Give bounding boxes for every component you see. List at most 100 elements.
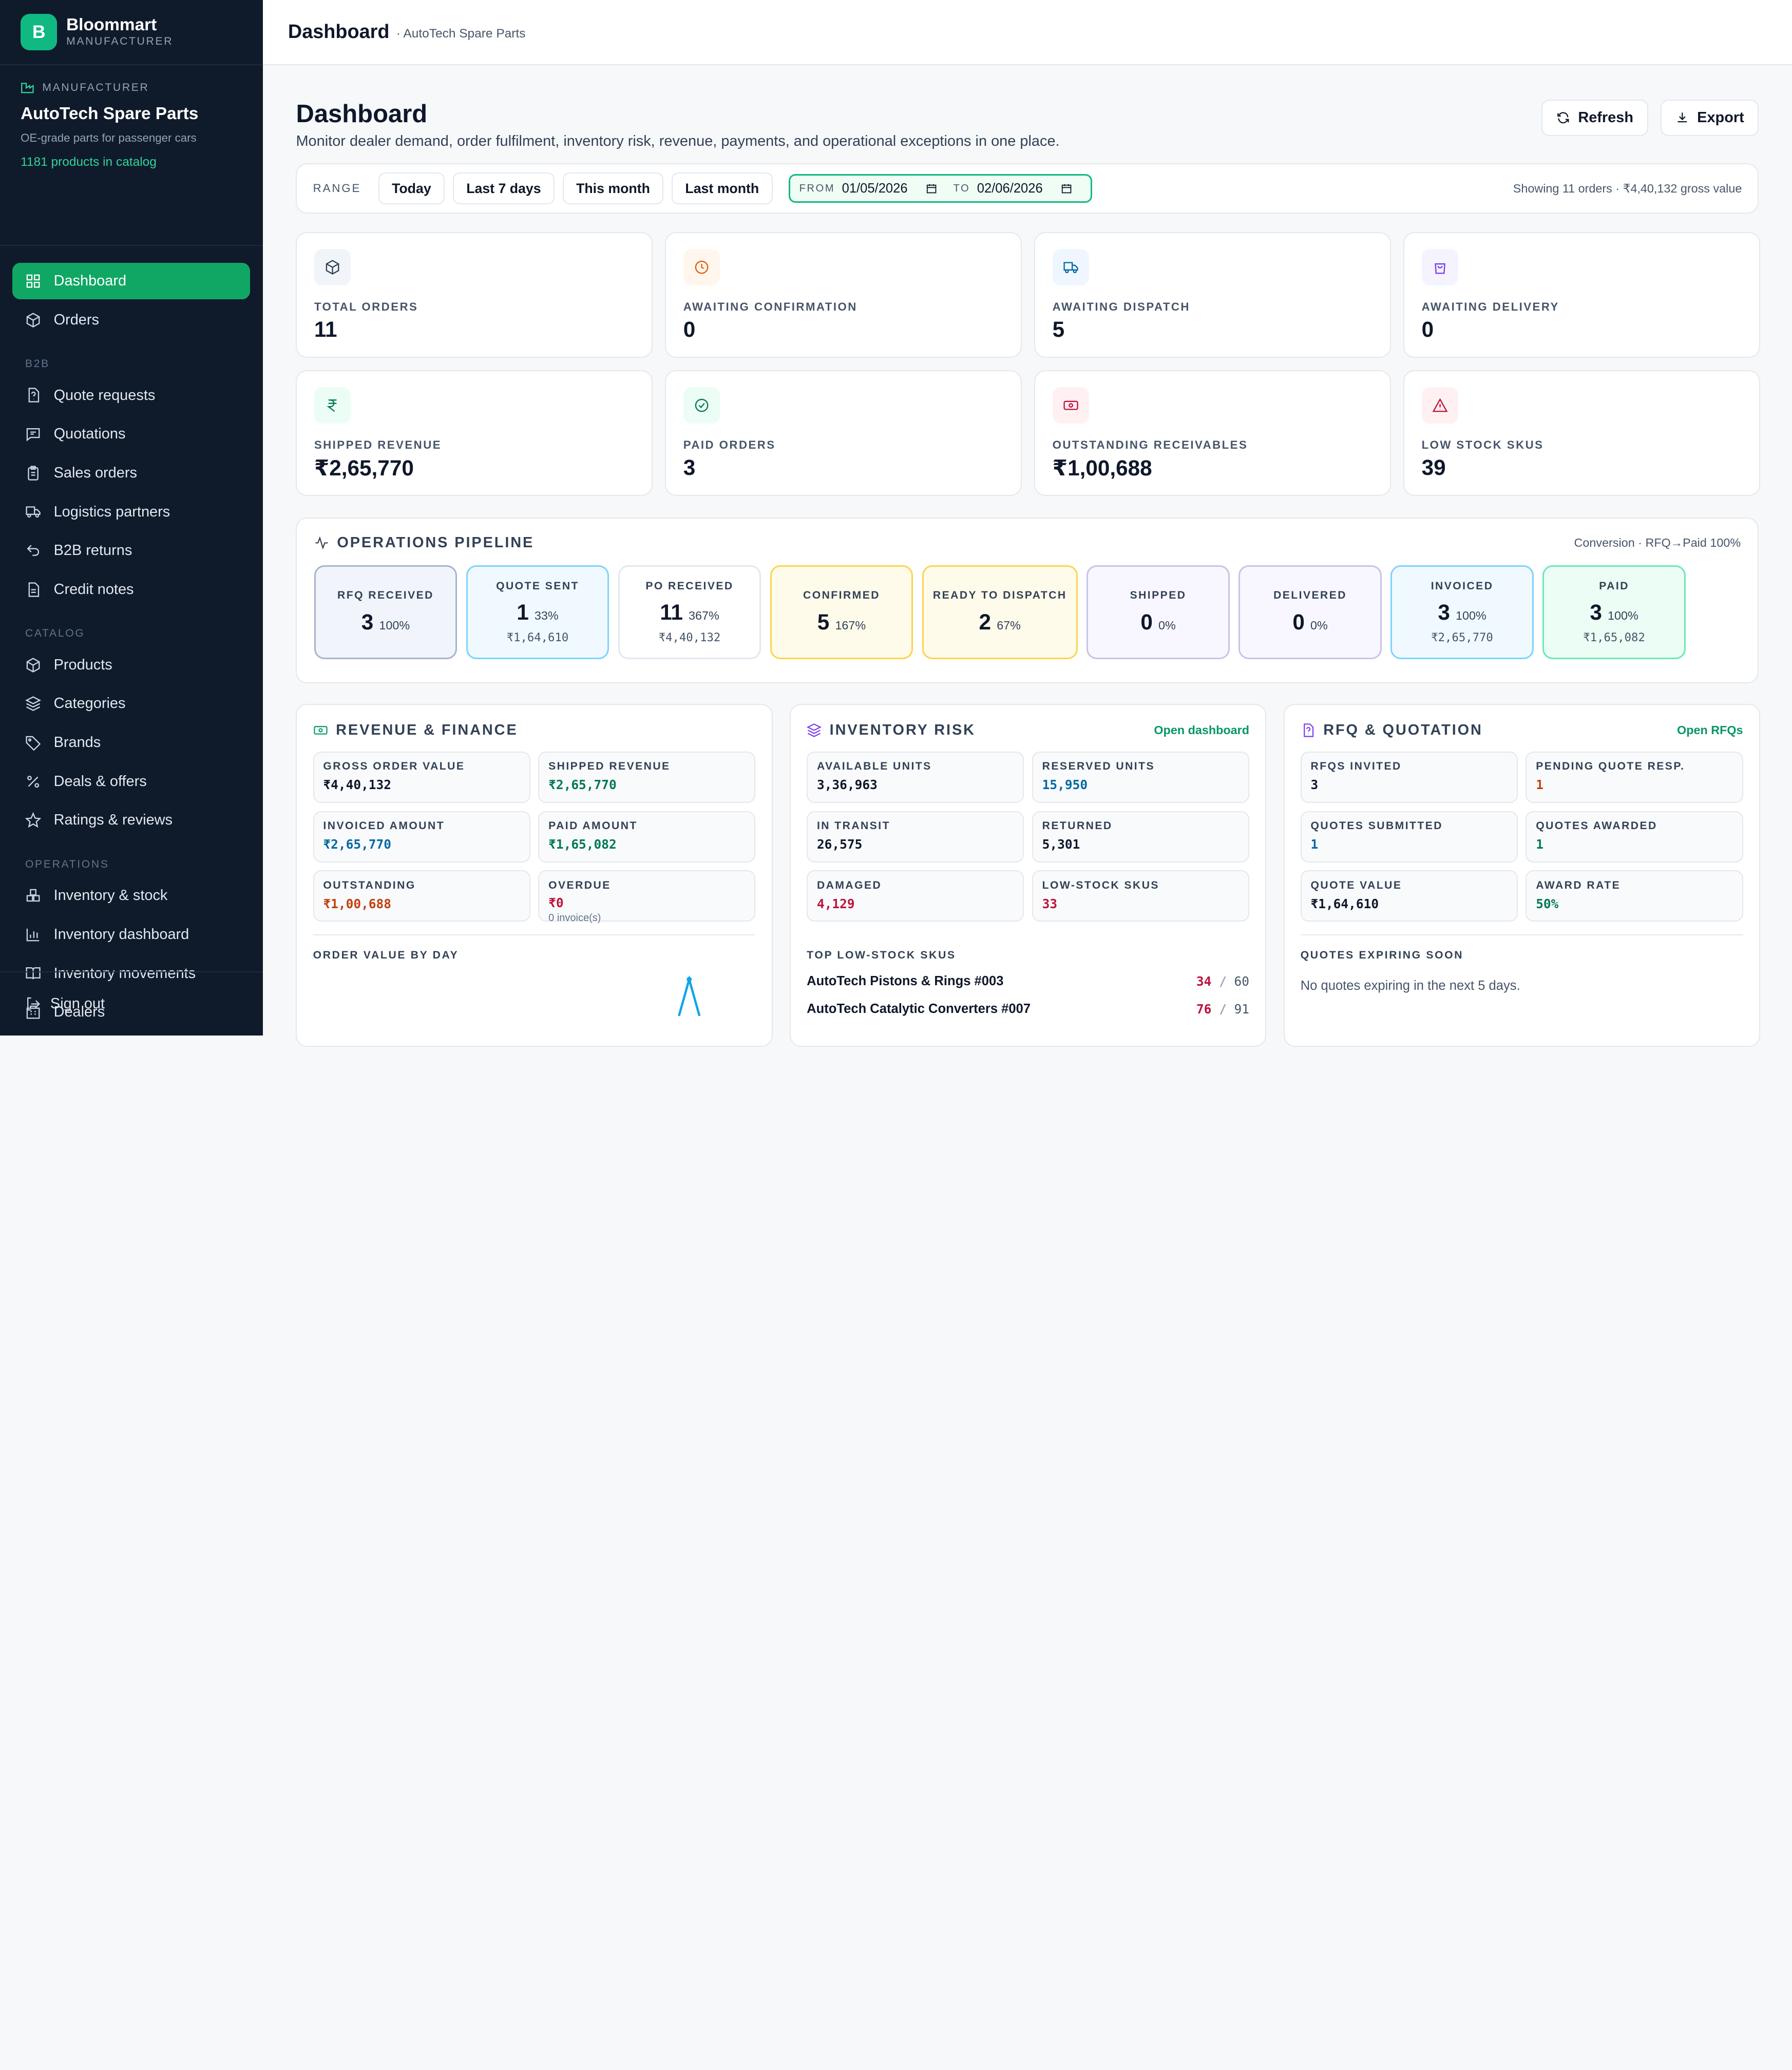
pipeline-stage-delivered[interactable]: DELIVERED 0 0% (1238, 565, 1382, 659)
download-icon (1677, 112, 1687, 123)
sidebar-item-orders[interactable]: Orders (12, 302, 250, 338)
brand-logo: B (21, 13, 58, 51)
inventory-risk-title: INVENTORY RISK (807, 722, 976, 739)
undo-icon (27, 545, 40, 556)
date-range-bar: RANGE Today Last 7 days This month Last … (296, 163, 1759, 214)
from-date-input[interactable]: 01/05/2026 (842, 181, 908, 196)
star-icon (25, 812, 42, 828)
brand[interactable]: B Bloommart MANUFACTURER (0, 0, 263, 65)
pipeline-stage-quote-sent[interactable]: QUOTE SENT 1 33% ₹1,64,610 (466, 565, 609, 659)
org-product-count: 1181 products in catalog (21, 155, 157, 169)
topbar: Dashboard · AutoTech Spare Parts (262, 0, 1792, 65)
pipeline-stage-paid[interactable]: PAID 3 100% ₹1,65,082 (1542, 565, 1686, 659)
sidebar-item-inventory-movements[interactable]: Inventory movements (12, 955, 250, 991)
topbar-subtitle: · AutoTech Spare Parts (396, 26, 526, 41)
stat-card-awaiting-dispatch[interactable]: AWAITING DISPATCH 5 (1034, 232, 1391, 358)
pipeline-conversion: Conversion · RFQ→Paid 100% (1574, 536, 1741, 550)
metric-paid-amount: PAID AMOUNT ₹1,65,082 (538, 811, 756, 862)
sidebar-item-dealers[interactable]: Dealers (12, 994, 250, 1030)
open-inventory-dashboard-link[interactable]: Open dashboard (1154, 723, 1249, 737)
metric-invoiced-amount: INVOICED AMOUNT ₹2,65,770 (313, 811, 530, 862)
rupee-icon (327, 399, 337, 412)
pipeline-stage-rfq-received[interactable]: RFQ RECEIVED 3 100% (314, 565, 457, 659)
low-stock-title: TOP LOW-STOCK SKUS (807, 949, 956, 961)
metric-available-units: AVAILABLE UNITS 3,36,963 (807, 751, 1024, 803)
sidebar-item-logistics-partners[interactable]: Logistics partners (12, 493, 250, 530)
pipeline-stage-shipped[interactable]: SHIPPED 0 0% (1086, 565, 1230, 659)
alert-icon (1432, 398, 1448, 412)
refresh-button[interactable]: Refresh (1541, 99, 1648, 136)
stat-card-total-orders[interactable]: TOTAL ORDERS 11 (296, 232, 653, 358)
list-item[interactable]: AutoTech Pistons & Rings #003 34 / 60 (807, 974, 1249, 989)
sign-out-button[interactable]: Sign out (0, 971, 263, 1036)
export-button[interactable]: Export (1661, 99, 1759, 136)
org-card: MANUFACTURER AutoTech Spare Parts OE-gra… (0, 65, 263, 246)
range-label: RANGE (313, 182, 361, 195)
nav-section-catalog: CATALOG (25, 627, 85, 640)
quotes-expiring-title: QUOTES EXPIRING SOON (1300, 949, 1464, 961)
sidebar-item-products[interactable]: Products (12, 647, 250, 683)
pipeline-stage-ready-to-dispatch[interactable]: READY TO DISPATCH 2 67% (922, 565, 1078, 659)
stat-card-outstanding-receivables[interactable]: OUTSTANDING RECEIVABLES ₹1,00,688 (1034, 370, 1391, 496)
inventory-risk-panel: INVENTORY RISK Open dashboard AVAILABLE … (790, 703, 1267, 1047)
org-description: OE-grade parts for passenger cars (21, 131, 197, 145)
stat-card-paid-orders[interactable]: PAID ORDERS 3 (665, 370, 1022, 496)
metric-returned: RETURNED 5,301 (1032, 811, 1249, 862)
sidebar-item-categories[interactable]: Categories (12, 685, 250, 722)
metric-reserved-units: RESERVED UNITS 15,950 (1032, 751, 1249, 803)
sidebar-nav: Dashboard Orders B2B Quote requests Quot… (0, 262, 263, 1030)
box-icon (26, 312, 40, 328)
metric-award-rate: AWARD RATE 50% (1526, 870, 1743, 922)
calendar-icon[interactable] (1061, 183, 1072, 194)
clipboard-icon (28, 466, 39, 481)
tag-icon (26, 736, 41, 751)
pipeline-stage-confirmed[interactable]: CONFIRMED 5 167% (770, 565, 913, 659)
to-date-input[interactable]: 02/06/2026 (977, 181, 1043, 196)
sidebar-item-ratings[interactable]: Ratings & reviews (12, 802, 250, 838)
range-today-button[interactable]: Today (378, 172, 445, 205)
range-last-7-days-button[interactable]: Last 7 days (452, 172, 555, 205)
metric-quotes-submitted: QUOTES SUBMITTED 1 (1300, 811, 1518, 862)
stat-card-low-stock-skus[interactable]: LOW STOCK SKUS 39 (1403, 370, 1760, 496)
sidebar-item-deals[interactable]: Deals & offers (12, 763, 250, 800)
stat-card-awaiting-confirmation[interactable]: AWAITING CONFIRMATION 0 (665, 232, 1022, 358)
order-value-sparkline (677, 975, 701, 1017)
rfq-quotation-title: RFQ & QUOTATION (1301, 722, 1483, 739)
range-this-month-button[interactable]: This month (562, 172, 664, 205)
metric-in-transit: IN TRANSIT 26,575 (807, 811, 1024, 862)
refresh-icon (1557, 112, 1569, 124)
rfq-quotation-panel: RFQ & QUOTATION Open RFQs RFQS INVITED 3 … (1283, 703, 1760, 1047)
sidebar-item-quote-requests[interactable]: Quote requests (12, 377, 250, 413)
org-name: AutoTech Spare Parts (21, 104, 199, 123)
metric-damaged: DAMAGED 4,129 (807, 870, 1024, 922)
stat-cards: TOTAL ORDERS 11 AWAITING CONFIRMATION 0 … (296, 232, 1760, 496)
stat-card-shipped-revenue[interactable]: SHIPPED REVENUE ₹2,65,770 (296, 370, 653, 496)
sidebar-item-quotations[interactable]: Quotations (12, 416, 250, 452)
sidebar-item-dashboard[interactable]: Dashboard (12, 262, 251, 300)
operations-pipeline: OPERATIONS PIPELINE Conversion · RFQ→Pai… (296, 518, 1759, 683)
quotes-expiring-empty: No quotes expiring in the next 5 days. (1300, 978, 1520, 993)
range-summary: Showing 11 orders · ₹4,40,132 gross valu… (1513, 182, 1742, 196)
brand-name: Bloommart (66, 15, 157, 35)
sidebar-item-inventory-dashboard[interactable]: Inventory dashboard (12, 916, 250, 953)
banknote-icon (313, 726, 328, 735)
nav-section-b2b: B2B (25, 358, 50, 370)
sidebar-item-brands[interactable]: Brands (12, 724, 250, 761)
stat-card-awaiting-delivery[interactable]: AWAITING DELIVERY 0 (1403, 232, 1760, 358)
book-open-icon (26, 967, 41, 980)
layers-icon (25, 696, 42, 712)
package-icon (26, 657, 40, 673)
calendar-icon[interactable] (926, 183, 937, 194)
sidebar-item-sales-orders[interactable]: Sales orders (12, 455, 250, 491)
open-rfqs-link[interactable]: Open RFQs (1677, 723, 1743, 737)
sidebar-item-inventory-stock[interactable]: Inventory & stock (12, 877, 250, 914)
pipeline-stage-po-received[interactable]: PO RECEIVED 11 367% ₹4,40,132 (618, 565, 761, 659)
sidebar-item-credit-notes[interactable]: Credit notes (12, 571, 250, 608)
pipeline-title: OPERATIONS PIPELINE (314, 534, 534, 551)
list-item[interactable]: AutoTech Catalytic Converters #007 76 / … (807, 1001, 1249, 1017)
range-last-month-button[interactable]: Last month (671, 172, 773, 205)
bar-chart-icon (26, 928, 40, 942)
file-question-icon (1303, 723, 1313, 737)
pipeline-stage-invoiced[interactable]: INVOICED 3 100% ₹2,65,770 (1390, 565, 1534, 659)
sidebar-item-b2b-returns[interactable]: B2B returns (12, 532, 250, 569)
